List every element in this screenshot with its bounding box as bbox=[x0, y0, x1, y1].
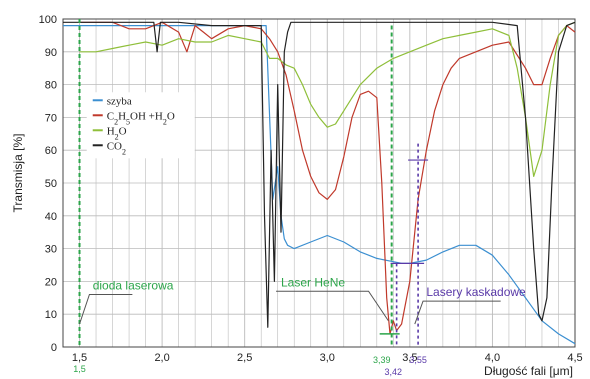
leader-kaskadowe bbox=[414, 300, 501, 325]
y-axis-title: Transmisja [%] bbox=[11, 134, 25, 213]
series-lines bbox=[63, 21, 576, 345]
x-tick-label: 2,0 bbox=[154, 352, 169, 364]
x-tick-label: 2,5 bbox=[237, 352, 252, 364]
annotation-dioda-laserowa: dioda laserowa bbox=[93, 279, 174, 293]
y-tick-label: 40 bbox=[45, 211, 57, 223]
axes: 0 10 20 30 40 50 60 70 80 90 100 1,5 2,0 2,5 3,0 3,5 4,0… bbox=[11, 14, 583, 378]
x-tick-label: 1,5 bbox=[72, 352, 87, 364]
series-line-c2h5oh-h2o bbox=[79, 21, 576, 335]
marker-label-3-39: 3,39 bbox=[373, 355, 391, 365]
y-tick-label: 70 bbox=[45, 112, 57, 124]
grid bbox=[62, 18, 576, 348]
marker-label-3-42: 3,42 bbox=[385, 367, 403, 377]
series-line-co2 bbox=[63, 21, 576, 328]
series-line-szyba bbox=[63, 25, 576, 345]
plot-frame bbox=[62, 18, 576, 348]
annotation-laser-hene: Laser HeNe bbox=[281, 275, 345, 289]
x-tick-label: 3,5 bbox=[402, 352, 417, 364]
legend-label: szyba bbox=[107, 95, 132, 107]
legend-label: C2H5OH +H2O bbox=[107, 110, 175, 126]
marker-label-3-55: 3,55 bbox=[409, 355, 427, 365]
x-tick-label: 4,5 bbox=[567, 352, 582, 364]
y-tick-label: 10 bbox=[45, 309, 57, 321]
y-tick-label: 100 bbox=[39, 14, 57, 26]
y-tick-label: 20 bbox=[45, 276, 57, 288]
y-tick-label: 50 bbox=[45, 178, 57, 190]
marker-label-1-5: 1,5 bbox=[73, 364, 86, 374]
y-tick-label: 80 bbox=[45, 80, 57, 92]
legend-label: H2O bbox=[107, 125, 127, 141]
leader-hene bbox=[276, 290, 389, 322]
x-tick-label: 3,0 bbox=[320, 352, 335, 364]
y-tick-label: 90 bbox=[45, 47, 57, 59]
legend-label: CO2 bbox=[107, 140, 126, 156]
x-axis-title: Długość fali [μm] bbox=[484, 364, 573, 378]
y-tick-label: 60 bbox=[45, 145, 57, 157]
annotations: 1,5 3,39 3,42 3,55 dioda laserowa Laser HeNe L… bbox=[73, 19, 526, 377]
y-tick-label: 0 bbox=[51, 342, 57, 354]
series-line-h2o bbox=[79, 21, 576, 177]
x-tick-label: 4,0 bbox=[485, 352, 500, 364]
annotation-lasery-kaskadowe: Lasery kaskadowe bbox=[426, 285, 526, 299]
leader-dioda bbox=[79, 294, 133, 325]
y-tick-label: 30 bbox=[45, 244, 57, 256]
legend-box bbox=[86, 92, 195, 159]
